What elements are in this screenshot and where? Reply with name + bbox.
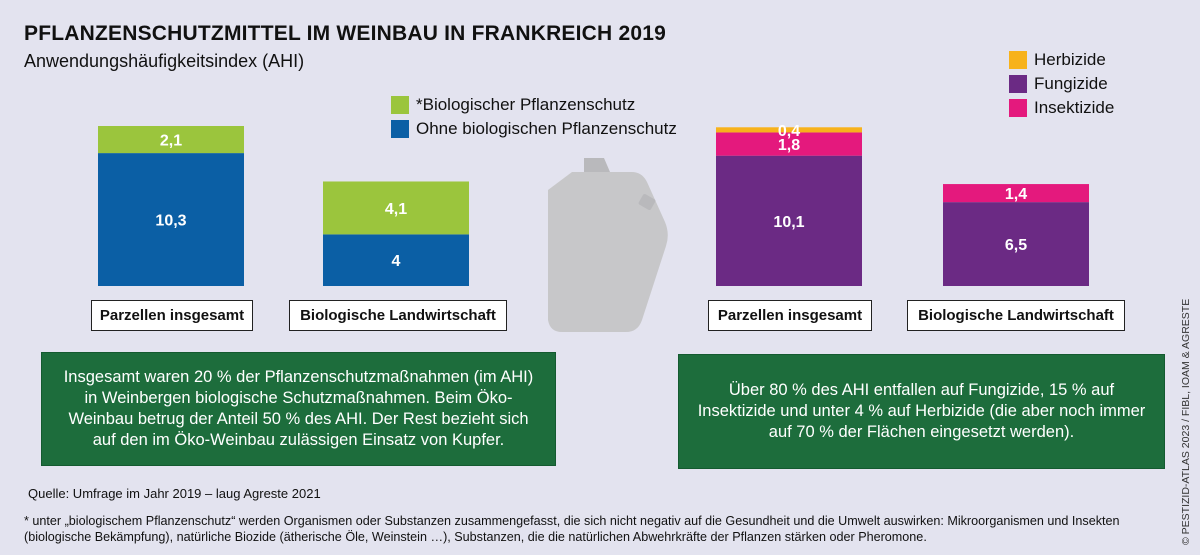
legend-label-biological: *Biologischer Pflanzenschutz xyxy=(416,95,636,114)
legend-item-non-biological: Ohne biologischen Pflanzenschutz xyxy=(391,117,677,141)
legend-item-fungizide: Fungizide xyxy=(1009,72,1114,96)
note-box-right: Über 80 % des AHI entfallen auf Fungizid… xyxy=(678,354,1165,469)
bar-c0-cat0-s1 xyxy=(98,126,244,154)
footnote: * unter „biologischem Pflanzenschutz“ we… xyxy=(24,514,1120,544)
jerrycan-icon xyxy=(548,158,668,332)
bar-label-c1-cat1-s0: 6,5 xyxy=(1005,237,1027,254)
bar-c0-cat1-s1 xyxy=(323,181,469,235)
legend-label-herbizide: Herbizide xyxy=(1034,50,1106,69)
legend-swatch-herbizide xyxy=(1009,51,1027,69)
legend-swatch-insektizide xyxy=(1009,99,1027,117)
legend-right: Herbizide Fungizide Insektizide xyxy=(1009,48,1114,120)
bars-layer: 10,3 2,1 4 4,1 10,1 1,80,4 6,5 1,4 xyxy=(98,123,1089,286)
bar-label-c1-cat0-s0: 10,1 xyxy=(773,214,804,231)
category-label-left-2: Biologische Landwirtschaft xyxy=(289,300,507,331)
bar-label-c0-cat0-s1: 2,1 xyxy=(160,133,182,150)
category-label-left-1: Parzellen insgesamt xyxy=(91,300,253,331)
legend-swatch-non-biological xyxy=(391,120,409,138)
bar-label-c1-cat0-s2: 0,4 xyxy=(778,123,800,140)
bar-c0-cat1-s0 xyxy=(323,234,469,286)
category-label-right-1: Parzellen insgesamt xyxy=(708,300,872,331)
note-box-left: Insgesamt waren 20 % der Pflanzenschutzm… xyxy=(41,352,556,466)
bar-label-c0-cat1-s0: 4 xyxy=(392,253,401,270)
legend-item-biological: *Biologischer Pflanzenschutz xyxy=(391,93,677,117)
legend-label-fungizide: Fungizide xyxy=(1034,74,1108,93)
chart-title: PFLANZENSCHUTZMITTEL IM WEINBAU IN FRANK… xyxy=(24,22,666,45)
legend-left: *Biologischer Pflanzenschutz Ohne biolog… xyxy=(391,93,677,141)
legend-swatch-biological xyxy=(391,96,409,114)
bar-label-c0-cat0-s0: 10,3 xyxy=(155,213,186,230)
bar-label-c1-cat0-s1: 1,8 xyxy=(778,137,800,154)
source-line: Quelle: Umfrage im Jahr 2019 – laug Agre… xyxy=(28,486,321,501)
bar-label-c1-cat1-s1: 1,4 xyxy=(1005,186,1027,203)
bar-c1-cat0-s1 xyxy=(716,132,862,156)
bar-c1-cat1-s0 xyxy=(943,202,1089,286)
bar-c1-cat0-s2 xyxy=(716,127,862,133)
chart-subtitle: Anwendungshäufigkeitsindex (AHI) xyxy=(24,51,305,71)
bar-label-c0-cat1-s1: 4,1 xyxy=(385,201,407,218)
legend-label-insektizide: Insektizide xyxy=(1034,98,1115,117)
legend-item-herbizide: Herbizide xyxy=(1009,48,1114,72)
category-label-right-2: Biologische Landwirtschaft xyxy=(907,300,1125,331)
legend-label-non-biological: Ohne biologischen Pflanzenschutz xyxy=(416,119,677,138)
bar-c0-cat0-s0 xyxy=(98,153,244,286)
legend-swatch-fungizide xyxy=(1009,75,1027,93)
legend-item-insektizide: Insektizide xyxy=(1009,96,1114,120)
bar-c1-cat1-s1 xyxy=(943,184,1089,203)
copyright: © PESTIZID-ATLAS 2023 / FIBL, IOAM & AGR… xyxy=(1180,298,1192,545)
bar-c1-cat0-s0 xyxy=(716,155,862,286)
